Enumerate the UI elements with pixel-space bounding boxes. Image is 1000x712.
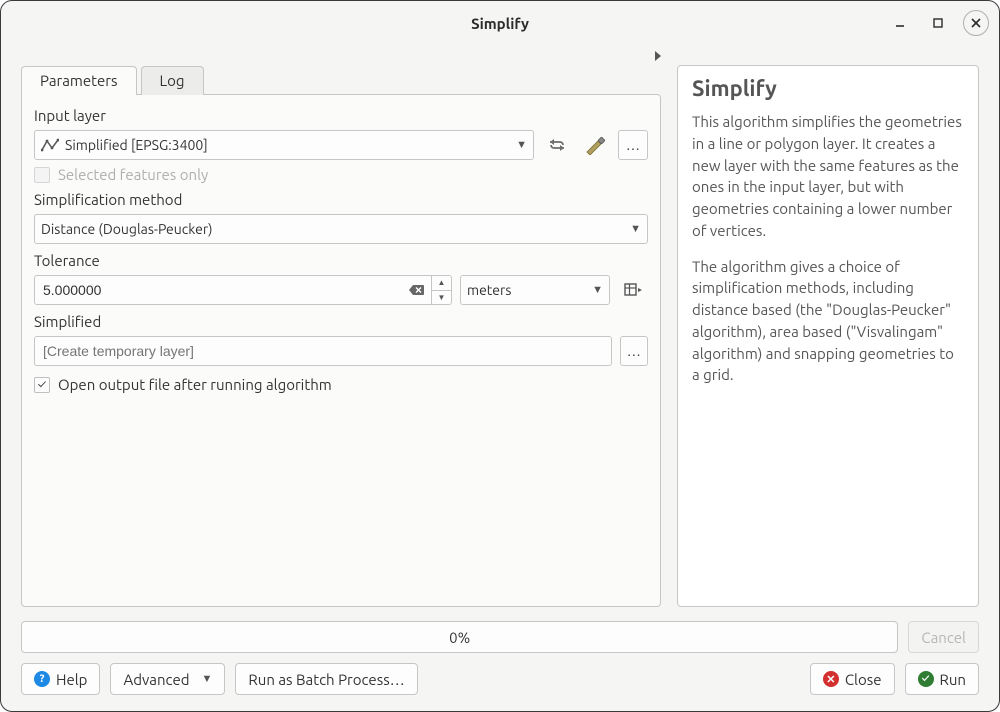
method-value: Distance (Douglas-Peucker) [41,221,213,237]
tolerance-step-up[interactable]: ▲ [432,276,451,291]
help-icon: ? [34,671,50,687]
window-controls [887,1,989,45]
collapse-help-handle[interactable] [655,51,661,61]
close-icon: ✕ [823,671,839,687]
main-row: Parameters Log Input layer Simplified [E… [21,45,979,607]
input-layer-browse-button[interactable]: … [618,130,648,160]
tolerance-steppers: ▲ ▼ [431,276,451,304]
selected-features-label: Selected features only [58,166,208,183]
button-row: ? Help Advanced ▼ Run as Batch Process… … [21,663,979,695]
input-layer-row: Simplified [EPSG:3400] ▼ … [34,130,648,160]
titlebar: Simplify [1,1,999,45]
close-button-label: Close [845,671,882,688]
output-label: Simplified [34,313,648,330]
tolerance-spinner: ▲ ▼ [34,275,452,305]
chevron-down-icon: ▼ [510,139,527,151]
data-defined-override-button[interactable] [618,275,648,305]
parameters-panel: Input layer Simplified [EPSG:3400] ▼ [21,94,661,607]
help-paragraph-2: The algorithm gives a choice of simplifi… [692,256,964,387]
run-icon: ✓ [918,671,934,687]
parameters-column: Parameters Log Input layer Simplified [E… [21,45,661,607]
tolerance-step-down[interactable]: ▼ [432,291,451,305]
polyline-icon [41,138,59,152]
selected-features-row: Selected features only [34,166,648,183]
help-paragraph-1: This algorithm simplifies the geometries… [692,111,964,242]
input-layer-select[interactable]: Simplified [EPSG:3400] ▼ [34,130,534,160]
tab-parameters[interactable]: Parameters [21,66,137,95]
open-after-checkbox[interactable]: ✓ [34,377,50,393]
cancel-button: Cancel [908,621,979,653]
tab-log[interactable]: Log [141,66,204,95]
help-button-label: Help [56,671,87,688]
chevron-down-icon: ▼ [196,673,213,685]
selected-features-checkbox [34,167,50,183]
tolerance-row: ▲ ▼ meters ▼ [34,275,648,305]
close-button[interactable]: ✕ Close [810,663,895,695]
advanced-button-label: Advanced [123,671,189,688]
tolerance-unit-value: meters [467,282,511,298]
output-row: … [34,336,648,366]
open-after-row[interactable]: ✓ Open output file after running algorit… [34,376,648,393]
tolerance-input[interactable] [34,275,452,305]
dialog-body: Parameters Log Input layer Simplified [E… [1,45,999,711]
input-layer-value: Simplified [EPSG:3400] [65,137,208,153]
progress-bar: 0% [21,621,898,653]
simplify-dialog: Simplify Parameters Log Inp [0,0,1000,712]
advanced-button[interactable]: Advanced ▼ [110,663,225,695]
tabbar: Parameters Log [21,65,661,94]
run-button[interactable]: ✓ Run [905,663,979,695]
tolerance-unit-select[interactable]: meters ▼ [460,275,610,305]
method-select[interactable]: Distance (Douglas-Peucker) ▼ [34,214,648,244]
method-label: Simplification method [34,191,648,208]
chevron-down-icon: ▼ [624,223,641,235]
run-batch-label: Run as Batch Process… [248,671,404,688]
tolerance-label: Tolerance [34,252,648,269]
output-path-input[interactable] [34,336,612,366]
help-title: Simplify [692,76,964,101]
open-after-label: Open output file after running algorithm [58,376,332,393]
output-browse-button[interactable]: … [620,336,648,366]
run-batch-button[interactable]: Run as Batch Process… [235,663,417,695]
tolerance-clear-button[interactable] [406,276,428,304]
minimize-button[interactable] [887,10,913,36]
input-layer-label: Input layer [34,107,648,124]
advanced-options-button[interactable] [580,130,610,160]
iterate-layers-button[interactable] [542,130,572,160]
run-button-label: Run [940,671,966,688]
help-button[interactable]: ? Help [21,663,100,695]
close-window-button[interactable] [963,10,989,36]
window-title: Simplify [471,15,529,32]
chevron-down-icon: ▼ [586,284,603,296]
progress-text: 0% [449,629,470,646]
progress-row: 0% Cancel [21,621,979,653]
help-panel: Simplify This algorithm simplifies the g… [677,65,979,607]
maximize-button[interactable] [925,10,951,36]
